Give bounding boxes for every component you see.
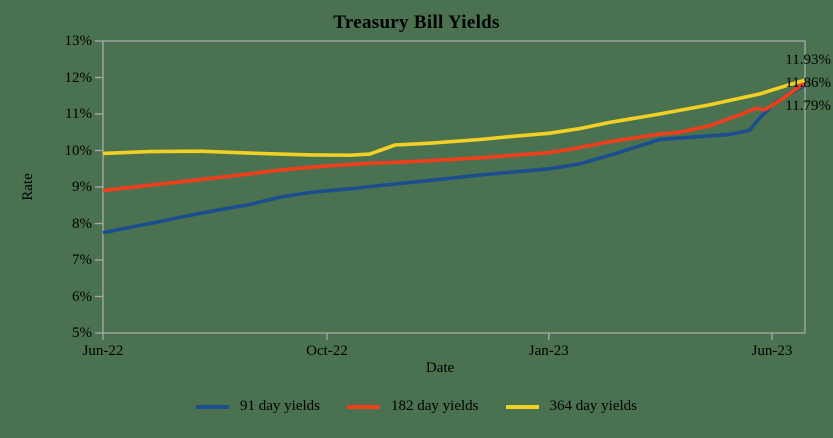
plot-border: [102, 40, 806, 334]
x-tick-label: Oct-22: [306, 343, 348, 359]
x-tick-label: Jun-22: [82, 343, 124, 359]
legend-label: 182 day yields: [391, 398, 479, 414]
x-tick-label: Jun-23: [751, 343, 793, 359]
y-tick-label: 13%: [64, 33, 93, 49]
x-axis-title: Date: [425, 360, 455, 376]
chart-title: Treasury Bill Yields: [333, 12, 500, 33]
x-tick-label: Jan-23: [528, 343, 569, 359]
series-line-364-day-yields: [102, 78, 806, 157]
legend-line-swatch: [347, 404, 380, 409]
y-tick-label: 10%: [64, 142, 93, 159]
y-tick-label: 12%: [64, 69, 93, 86]
series-end-label: 11.86%: [785, 74, 831, 91]
y-tick-label: 7%: [72, 252, 92, 268]
y-tick-label: 11%: [65, 106, 92, 122]
series-end-label: 11.93%: [785, 51, 831, 68]
legend-label: 364 day yields: [549, 398, 638, 414]
legend-item: 91 day yields: [196, 398, 320, 415]
legend-item: 364 day yields: [505, 398, 638, 415]
chart-legend: 91 day yields 182 day yields 364 day yield…: [0, 398, 833, 415]
legend-label: 91 day yields: [240, 398, 320, 414]
legend-item: 182 day yields: [347, 398, 479, 415]
y-tick-label: 8%: [72, 215, 92, 232]
y-tick-label: 5%: [72, 325, 92, 341]
y-tick-label: 6%: [72, 288, 92, 305]
y-axis-title: Rate: [20, 173, 36, 201]
series-end-label: 11.79%: [785, 97, 831, 114]
legend-line-swatch: [505, 404, 539, 409]
series-line-91-day-yields: [102, 83, 806, 235]
y-tick-label: 9%: [72, 179, 92, 195]
legend-line-swatch: [196, 404, 229, 409]
series-line-182-day-yields: [102, 81, 807, 193]
